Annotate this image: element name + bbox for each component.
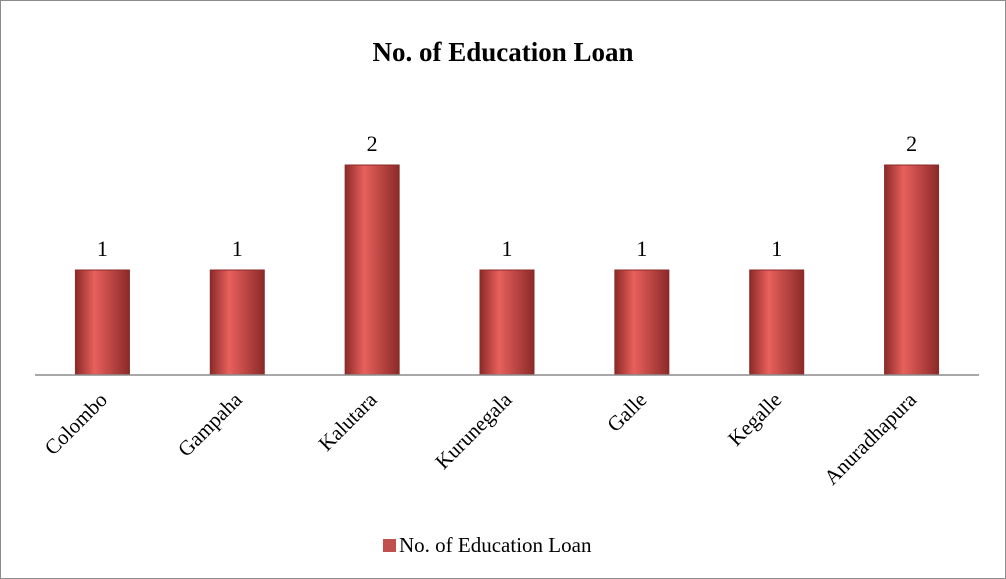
bar-gampaha xyxy=(209,269,265,376)
bar-kalutara xyxy=(344,164,400,376)
legend: No. of Education Loan xyxy=(383,533,591,558)
legend-label: No. of Education Loan xyxy=(399,533,592,557)
x-tick-label: Anuradhapura xyxy=(819,387,921,489)
bar-colombo xyxy=(74,269,130,376)
data-label: 1 xyxy=(97,236,108,261)
data-label: 1 xyxy=(636,236,647,261)
data-label: 1 xyxy=(502,236,513,261)
data-label: 2 xyxy=(367,131,378,156)
x-tick-label: Gampaha xyxy=(173,387,247,461)
bar-galle xyxy=(614,269,670,376)
x-tick-label: Kurunegala xyxy=(430,387,517,474)
data-label: 1 xyxy=(232,236,243,261)
data-label: 1 xyxy=(771,236,782,261)
bar-anuradhapura xyxy=(884,164,940,376)
bar-kurunegala xyxy=(479,269,535,376)
bar-kegalle xyxy=(749,269,805,376)
x-tick-label: Kalutara xyxy=(314,387,383,456)
legend-swatch xyxy=(383,539,396,552)
data-label: 2 xyxy=(906,131,917,156)
x-tick-label: Colombo xyxy=(40,388,112,460)
x-tick-label: Kegalle xyxy=(723,388,786,451)
x-tick-label: Galle xyxy=(602,388,651,437)
chart-title: No. of Education Loan xyxy=(372,37,634,67)
